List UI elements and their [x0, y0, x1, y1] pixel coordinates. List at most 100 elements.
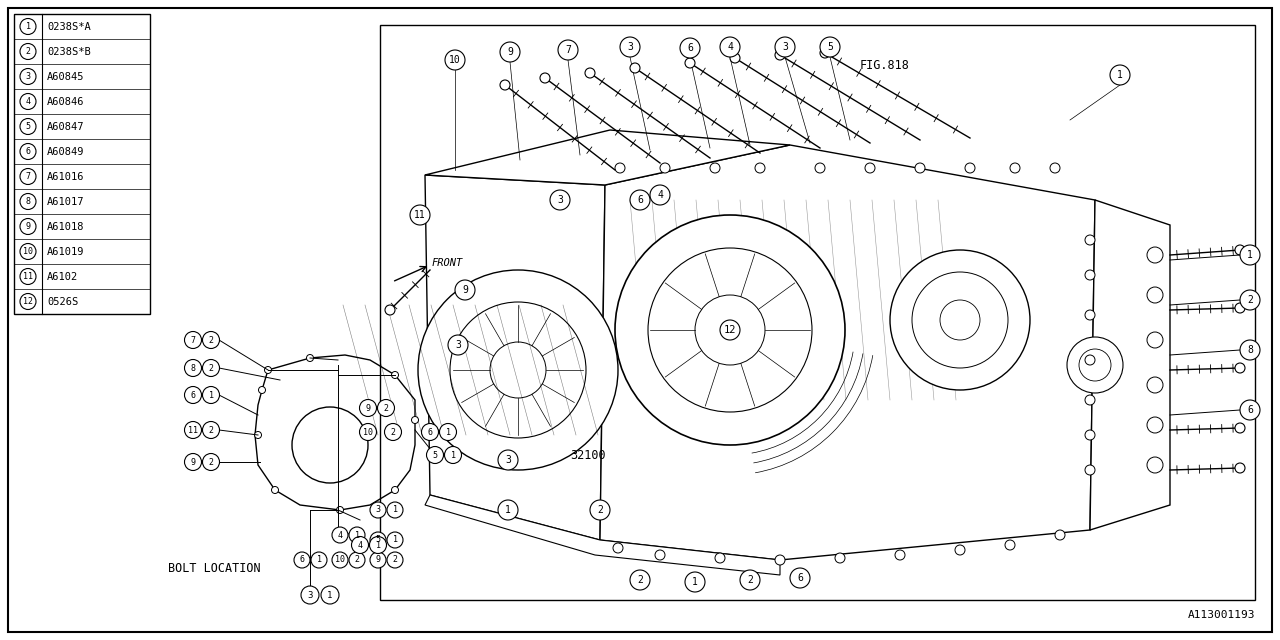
Circle shape [500, 42, 520, 62]
Circle shape [370, 552, 387, 568]
Circle shape [1235, 303, 1245, 313]
Text: 1: 1 [1117, 70, 1123, 80]
Circle shape [20, 19, 36, 35]
Circle shape [820, 48, 829, 58]
Text: 11: 11 [415, 210, 426, 220]
Circle shape [895, 550, 905, 560]
Circle shape [498, 500, 518, 520]
Text: A113001193: A113001193 [1188, 610, 1254, 620]
Text: 10: 10 [335, 556, 346, 564]
Polygon shape [425, 495, 780, 575]
Text: 7: 7 [191, 335, 196, 344]
Text: 6: 6 [26, 147, 31, 156]
Text: 4: 4 [338, 531, 343, 540]
Text: 2: 2 [209, 335, 214, 344]
Text: 1: 1 [445, 428, 451, 436]
Circle shape [448, 335, 468, 355]
Circle shape [774, 555, 785, 565]
Text: 8: 8 [26, 197, 31, 206]
Circle shape [202, 387, 219, 403]
Text: 12: 12 [723, 325, 736, 335]
Circle shape [1085, 430, 1094, 440]
Circle shape [1240, 340, 1260, 360]
Circle shape [540, 73, 550, 83]
Text: 8: 8 [191, 364, 196, 372]
Circle shape [321, 586, 339, 604]
Text: 9: 9 [191, 458, 196, 467]
Circle shape [337, 506, 343, 513]
Text: 1: 1 [692, 577, 698, 587]
Circle shape [392, 486, 398, 493]
Circle shape [384, 424, 402, 440]
Circle shape [426, 447, 443, 463]
Text: 2: 2 [390, 428, 396, 436]
Text: 6: 6 [428, 428, 433, 436]
Text: A60846: A60846 [47, 97, 84, 106]
Circle shape [421, 424, 439, 440]
Circle shape [1068, 337, 1123, 393]
Text: A60845: A60845 [47, 72, 84, 81]
Circle shape [332, 552, 348, 568]
Circle shape [721, 320, 740, 340]
Circle shape [585, 68, 595, 78]
Circle shape [915, 163, 925, 173]
Text: 6: 6 [300, 556, 305, 564]
Circle shape [265, 367, 271, 374]
Circle shape [370, 532, 387, 548]
Circle shape [1085, 395, 1094, 405]
Circle shape [790, 568, 810, 588]
Text: 4: 4 [26, 97, 31, 106]
Circle shape [965, 163, 975, 173]
Circle shape [1240, 245, 1260, 265]
Text: 11: 11 [23, 272, 33, 281]
Text: 1: 1 [393, 506, 398, 515]
Circle shape [1085, 235, 1094, 245]
Text: 0238S*B: 0238S*B [47, 47, 91, 56]
Circle shape [349, 527, 365, 543]
Circle shape [1085, 355, 1094, 365]
Text: 10: 10 [364, 428, 372, 436]
Circle shape [1079, 349, 1111, 381]
Circle shape [419, 270, 618, 470]
Text: 2: 2 [637, 575, 643, 585]
Circle shape [630, 570, 650, 590]
Text: 1: 1 [209, 390, 214, 399]
Circle shape [184, 360, 201, 376]
Circle shape [311, 552, 326, 568]
Circle shape [444, 447, 462, 463]
Circle shape [940, 300, 980, 340]
Circle shape [184, 332, 201, 349]
Text: 1: 1 [328, 591, 333, 600]
Circle shape [820, 37, 840, 57]
Circle shape [1147, 377, 1164, 393]
Text: 6: 6 [1247, 405, 1253, 415]
Text: 6: 6 [191, 390, 196, 399]
Text: 1: 1 [393, 536, 398, 545]
Text: 12: 12 [23, 297, 33, 306]
Circle shape [451, 302, 586, 438]
Circle shape [387, 502, 403, 518]
Circle shape [815, 163, 826, 173]
Circle shape [835, 553, 845, 563]
Circle shape [550, 190, 570, 210]
Text: 1: 1 [506, 505, 511, 515]
Circle shape [20, 243, 36, 259]
Circle shape [1005, 540, 1015, 550]
Text: 2: 2 [26, 47, 31, 56]
Circle shape [1147, 247, 1164, 263]
Text: 7: 7 [564, 45, 571, 55]
Circle shape [1147, 332, 1164, 348]
Circle shape [410, 205, 430, 225]
Circle shape [558, 40, 579, 60]
Circle shape [387, 552, 403, 568]
Circle shape [349, 552, 365, 568]
Text: 2: 2 [748, 575, 753, 585]
Text: 9: 9 [375, 556, 380, 564]
Circle shape [184, 454, 201, 470]
Text: 3: 3 [627, 42, 632, 52]
Circle shape [730, 53, 740, 63]
Text: 7: 7 [26, 172, 31, 181]
Circle shape [774, 37, 795, 57]
Text: 1: 1 [316, 556, 321, 564]
Circle shape [385, 305, 396, 315]
